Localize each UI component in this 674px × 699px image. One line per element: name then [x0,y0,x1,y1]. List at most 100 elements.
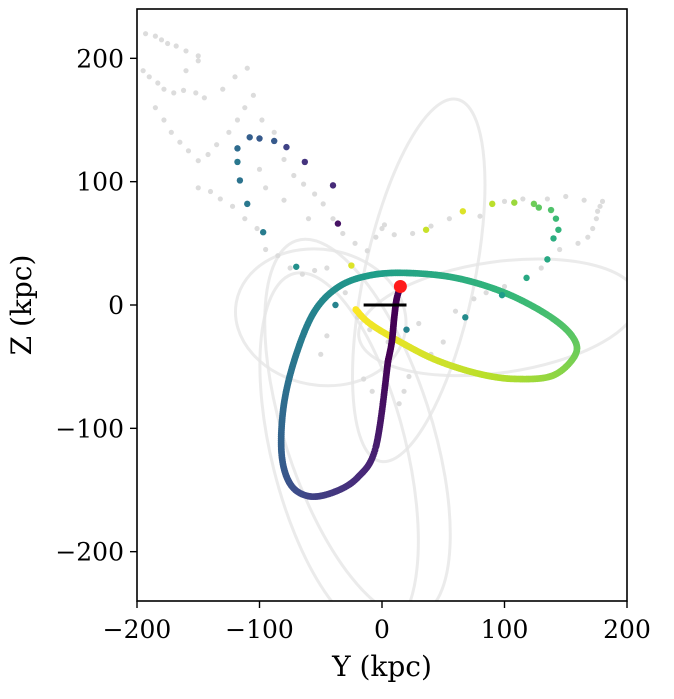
x-tick-label: 0 [374,615,390,644]
background-point [590,225,596,232]
stream-point [530,200,538,208]
stream-point [523,274,530,282]
background-point [379,225,385,232]
background-point [406,373,412,380]
background-point [281,197,287,203]
stream-point [544,256,551,263]
background-point [428,223,434,229]
background-point [557,246,563,253]
background-point [301,181,307,187]
orbit-tail-point [384,356,392,363]
background-point [242,105,248,111]
x-tick-label: −100 [225,615,294,644]
background-point [330,216,336,222]
background-point [364,248,370,254]
stream-point [244,200,251,208]
background-point [369,388,375,394]
background-point [575,240,581,246]
background-point [195,58,201,64]
background-point [256,166,263,172]
background-point [452,308,459,314]
stream-point [511,199,518,206]
stream-point [246,134,253,141]
stream-point [552,215,560,222]
main-orbit-layer [277,269,581,501]
background-point [477,213,483,219]
background-point [501,198,508,204]
y-tick-label: 100 [76,168,124,197]
stream-point [489,200,496,208]
background-point [305,216,312,222]
background-point [205,151,211,158]
stream-point [459,208,467,215]
background-point [271,129,277,135]
ticks-layer: −200 −100 0 100 200 −200 −100 0 100 200 [55,44,651,644]
background-point [232,74,238,80]
background-point [585,234,591,240]
background-point [299,271,305,277]
stream-point [283,143,290,151]
stream-point [329,182,337,189]
stream-point [301,158,309,166]
background-point [410,230,416,237]
ghost-orbit [258,271,420,601]
x-tick-label: −200 [103,615,172,644]
stream-point [462,314,469,321]
background-point [207,188,214,195]
background-point [401,388,407,394]
background-point [152,105,158,111]
colored-points-layer [234,134,562,333]
background-point [250,92,256,98]
background-point [416,320,422,327]
present-position-marker [393,280,407,293]
stream-point [555,226,562,233]
background-point [446,216,452,222]
background-point [391,232,397,238]
background-point [195,185,201,191]
background-point [183,68,189,74]
background-point [440,339,446,345]
background-point [195,158,201,164]
background-point [281,156,287,163]
background-point [599,198,606,204]
stream-point [234,145,241,152]
background-point [180,87,187,93]
background-points-layer [140,31,606,407]
stream-point [234,158,241,166]
background-point [177,139,183,145]
y-axis-label: Z (kpc) [5,255,38,356]
background-point [259,117,265,123]
background-point [146,74,152,80]
ghost-orbit [357,257,627,378]
background-point [396,401,402,407]
background-point [214,142,220,148]
background-point [324,265,330,271]
background-point [244,65,250,71]
ghost-orbit [263,237,452,601]
background-point [520,196,526,202]
background-point [185,148,192,154]
stream-point [498,291,506,299]
marker-layer [363,280,407,307]
background-point [161,86,167,92]
background-point [597,203,603,209]
background-point [140,68,146,74]
stream-point [535,204,542,211]
background-point [544,196,550,202]
background-point [165,40,171,47]
background-point [171,90,177,96]
stream-point [256,135,263,142]
background-point [275,253,281,259]
background-point [155,80,161,86]
background-point [538,265,544,271]
y-tick-label: −200 [55,538,124,567]
background-point [318,351,324,357]
background-point [152,33,158,39]
background-point [320,201,326,207]
background-point [263,246,269,253]
background-point [340,230,346,237]
background-point [361,376,367,382]
stream-point [334,220,342,227]
